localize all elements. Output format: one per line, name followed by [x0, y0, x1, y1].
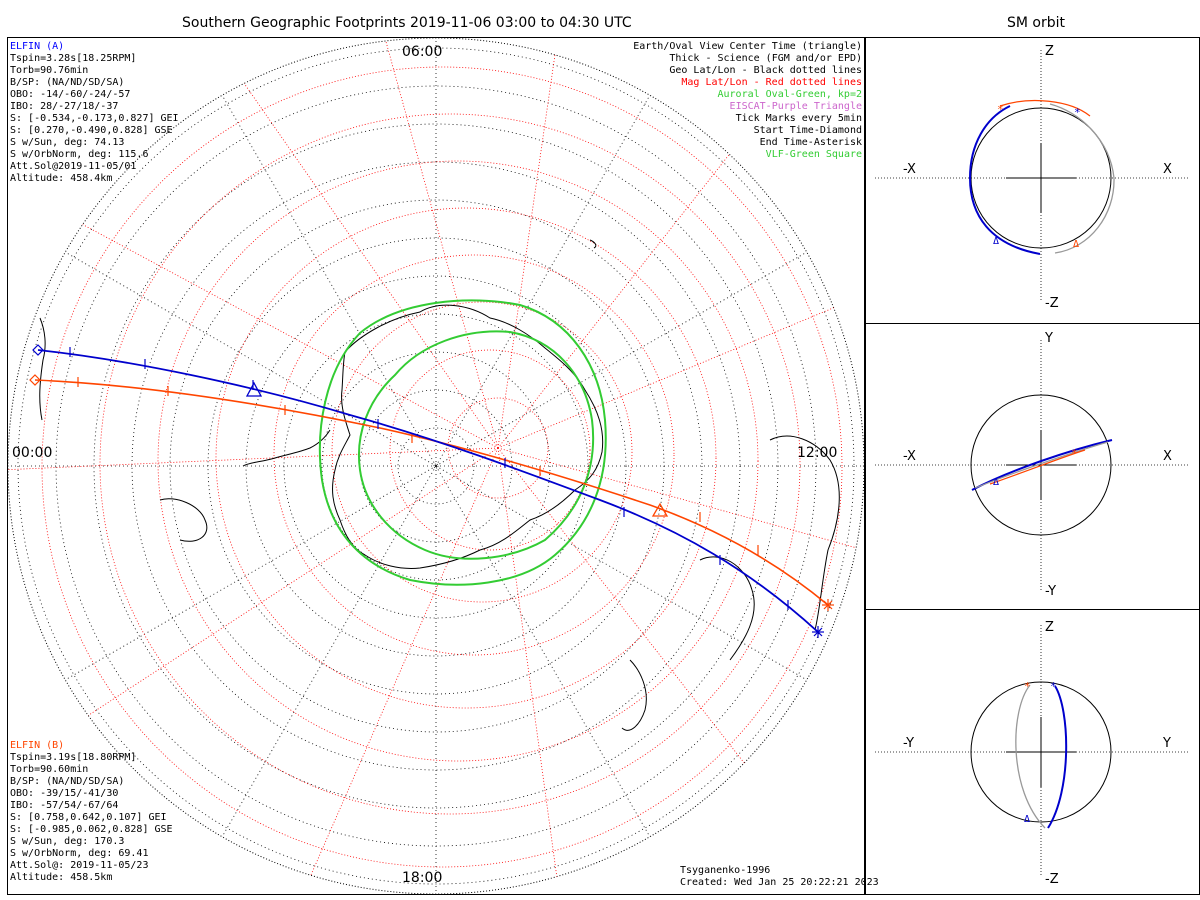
- svg-text:Δ: Δ: [1024, 814, 1030, 825]
- legend-item: Earth/Oval View Center Time (triangle): [633, 41, 862, 52]
- svg-text:Δ: Δ: [1073, 239, 1079, 250]
- elfin-a-line: B/SP: (NA/ND/SD/SA): [10, 77, 125, 88]
- orbit-xz-left: -X: [903, 162, 916, 177]
- pole-marker: [433, 463, 439, 469]
- elfin-b-line: S w/Sun, deg: 170.3: [10, 836, 125, 847]
- geo-lon-lines: [8, 38, 864, 894]
- legend-item: Tick Marks every 5min: [735, 113, 862, 124]
- orbit-xy-up: Y: [1045, 331, 1053, 346]
- elfin-a-line: Tspin=3.28s[18.25RPM]: [10, 53, 137, 64]
- orbit-xy-right: X: [1163, 449, 1172, 464]
- orbit-xy-down: -Y: [1045, 584, 1057, 599]
- legend: Earth/Oval View Center Time (triangle) T…: [633, 41, 862, 161]
- mag-lon-lines: [8, 38, 864, 894]
- coastlines: [39, 239, 840, 731]
- elfin-a-line: Altitude: 458.4km: [10, 173, 113, 184]
- elfin-a-line: ELFIN (A): [10, 41, 65, 52]
- svg-text:*: *: [1050, 680, 1057, 693]
- elfin-a-start-diamond: [32, 344, 44, 356]
- legend-item: Mag Lat/Lon - Red dotted lines: [681, 77, 862, 88]
- elfin-b-line: Torb=90.60min: [10, 764, 89, 775]
- credit-created: Created: Wed Jan 25 20:22:21 2023: [680, 877, 879, 888]
- elfin-a-ticks: [69, 347, 789, 610]
- clock-right: 12:00: [797, 445, 838, 461]
- orbit-yz-right: Y: [1163, 736, 1171, 751]
- plot-title: Southern Geographic Footprints 2019-11-0…: [182, 15, 632, 31]
- orbit-yz-down: -Z: [1045, 872, 1059, 887]
- elfin-b-line: ELFIN (B): [10, 740, 65, 751]
- elfin-b-line: OBO: -39/15/-41/30: [10, 788, 119, 799]
- svg-text:Δ: Δ: [993, 236, 999, 247]
- elfin-b-track: [34, 379, 829, 606]
- orbit-xz-right: X: [1163, 162, 1172, 177]
- orbit-xz-up: Z: [1045, 44, 1054, 59]
- orbit-divider: [865, 323, 1200, 324]
- map-frame: [7, 37, 865, 895]
- clock-left: 00:00: [12, 445, 53, 461]
- orbit-xy-left: -X: [903, 449, 916, 464]
- mag-lat-circles: [8, 38, 864, 894]
- elfin-b-line: Att.Sol@: 2019-11-05/23: [10, 860, 149, 871]
- orbit-panel-xz: Δ Δ * *: [875, 50, 1190, 300]
- elfin-a-track: [37, 349, 819, 633]
- orbit-panel-xy: Δ *: [875, 340, 1190, 590]
- elfin-a-line: S: [0.270,-0.490,0.828] GSE: [10, 125, 173, 136]
- elfin-a-info: ELFIN (A) Tspin=3.28s[18.25RPM] Torb=90.…: [10, 41, 179, 185]
- clock-bottom: 18:00: [402, 870, 443, 886]
- clock-top: 06:00: [402, 44, 443, 60]
- legend-item: End Time-Asterisk: [759, 137, 862, 148]
- elfin-a-line: S w/OrbNorm, deg: 115.6: [10, 149, 149, 160]
- elfin-a-line: Torb=90.76min: [10, 65, 89, 76]
- orbit-title: SM orbit: [1007, 15, 1066, 31]
- svg-text:*: *: [1074, 106, 1081, 119]
- elfin-b-line: IBO: -57/54/-67/64: [10, 800, 119, 811]
- elfin-b-info: ELFIN (B) Tspin=3.19s[18.80RPM] Torb=90.…: [10, 740, 173, 884]
- elfin-b-line: S: [0.758,0.642,0.107] GEI: [10, 812, 167, 823]
- legend-item: Auroral Oval-Green, kp=2: [717, 89, 863, 100]
- elfin-a-line: Att.Sol@2019-11-05/01: [10, 161, 137, 172]
- orbit-xz-down: -Z: [1045, 296, 1059, 311]
- elfin-a-line: OBO: -14/-60/-24/-57: [10, 89, 131, 100]
- credit-model: Tsyganenko-1996: [680, 865, 771, 876]
- svg-text:*: *: [997, 103, 1004, 116]
- legend-item: EISCAT-Purple Triangle: [729, 101, 862, 112]
- auroral-oval-outer: [318, 299, 607, 586]
- orbit-panel-yz: * * Δ: [875, 625, 1190, 875]
- elfin-a-view-triangle: [245, 381, 263, 397]
- elfin-b-line: Altitude: 458.5km: [10, 872, 113, 883]
- elfin-b-start-diamond: [29, 374, 41, 386]
- orbit-yz-left: -Y: [903, 736, 915, 751]
- elfin-b-line: S w/OrbNorm, deg: 69.41: [10, 848, 149, 859]
- elfin-b-ticks: [77, 377, 759, 555]
- elfin-b-end-asterisk: [822, 599, 834, 611]
- svg-text:*: *: [1071, 447, 1078, 460]
- auroral-oval-inner: [358, 330, 595, 560]
- elfin-a-line: S w/Sun, deg: 74.13: [10, 137, 125, 148]
- elfin-b-line: Tspin=3.19s[18.80RPM]: [10, 752, 137, 763]
- elfin-a-end-asterisk: [812, 626, 824, 638]
- svg-text:*: *: [1024, 680, 1031, 693]
- elfin-b-line: S: [-0.985,0.062,0.828] GSE: [10, 824, 173, 835]
- elfin-b-line: B/SP: (NA/ND/SD/SA): [10, 776, 125, 787]
- elfin-b-view-triangle: [651, 502, 669, 517]
- legend-item: Start Time-Diamond: [753, 125, 862, 136]
- elfin-a-line: S: [-0.534,-0.173,0.827] GEI: [10, 113, 179, 124]
- orbit-divider: [865, 609, 1200, 610]
- legend-item: Thick - Science (FGM and/or EPD): [669, 53, 862, 64]
- orbit-yz-up: Z: [1045, 620, 1054, 635]
- elfin-a-line: IBO: 28/-27/18/-37: [10, 101, 119, 112]
- legend-item: VLF-Green Square: [765, 149, 862, 160]
- legend-item: Geo Lat/Lon - Black dotted lines: [669, 65, 862, 76]
- svg-text:Δ: Δ: [993, 477, 999, 488]
